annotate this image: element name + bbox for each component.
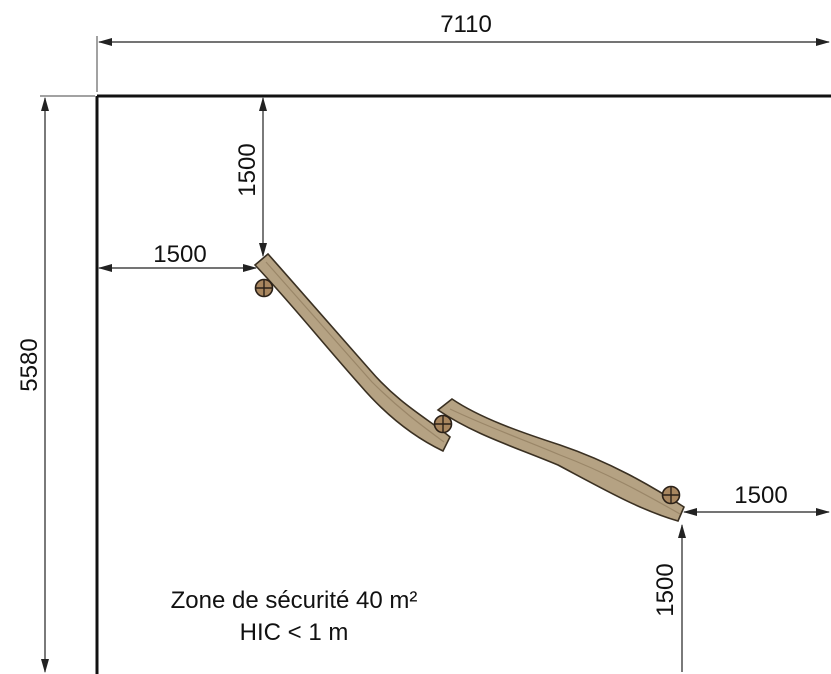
dimension-bottom-clearance: 1500 <box>652 524 686 672</box>
dimension-left-clearance: 1500 <box>98 241 257 272</box>
anchor-post-1 <box>254 278 274 298</box>
zone-description: Zone de sécurité 40 m² HIC < 1 m <box>171 587 418 646</box>
log-grain <box>449 408 681 515</box>
anchor-post-2 <box>433 414 453 434</box>
dimension-right-clearance: 1500 <box>683 482 830 516</box>
dimension-label-right-clearance: 1500 <box>734 482 787 509</box>
log-beam-upper <box>253 252 451 453</box>
log-grain <box>265 261 445 443</box>
log-beam-upper-body <box>253 252 451 453</box>
dimension-total-height: 5580 <box>16 95 95 673</box>
zone-area-label: Zone de sécurité 40 m² <box>171 587 418 614</box>
safety-zone-boundary <box>95 94 831 674</box>
dimension-top-clearance: 1500 <box>234 97 267 257</box>
dimension-label-top-clearance: 1500 <box>234 143 261 196</box>
dimension-label-total-width: 7110 <box>440 11 492 38</box>
anchor-post-3 <box>661 485 681 505</box>
log-beam-lower <box>436 398 686 522</box>
dimension-label-bottom-clearance: 1500 <box>652 563 679 616</box>
zone-hic-label: HIC < 1 m <box>240 619 349 646</box>
dimension-label-total-height: 5580 <box>16 338 43 391</box>
log-beam-lower-body <box>436 398 686 522</box>
dimension-label-left-clearance: 1500 <box>153 241 206 268</box>
dimension-total-width: 7110 <box>96 11 830 92</box>
